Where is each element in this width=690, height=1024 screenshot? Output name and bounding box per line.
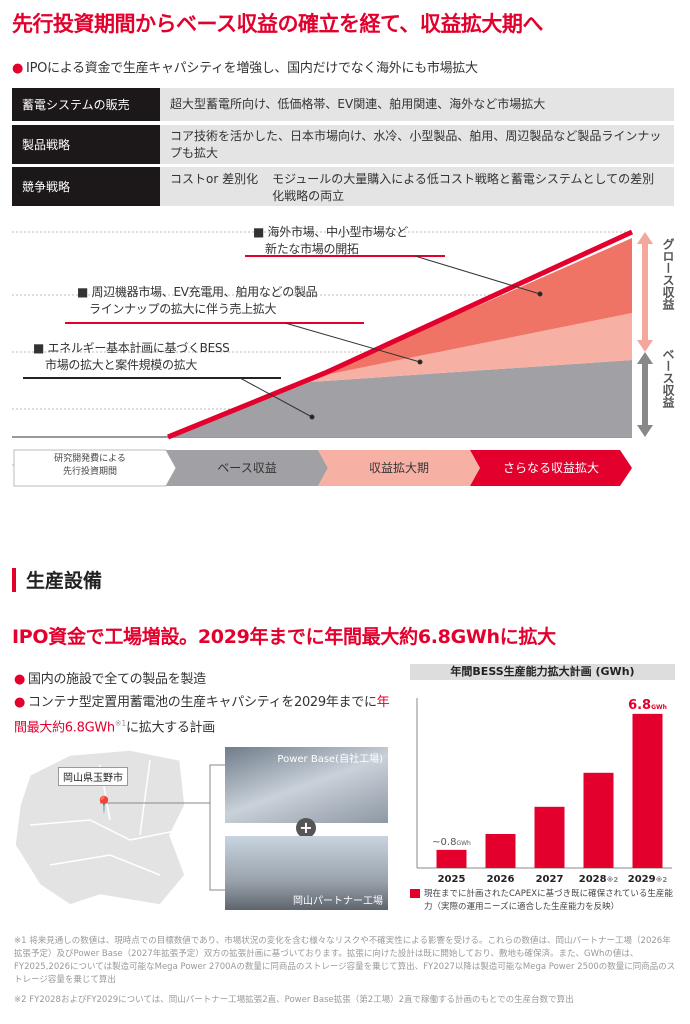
leader-lines [239,255,543,420]
section-header: 生産設備 [12,566,102,593]
photo-okayama-partner: 岡山パートナー工場 [225,836,388,910]
row-value: 超大型蓄電所向け、低価格帯、EV関連、舶用関連、海外など市場拡大 [170,97,546,111]
main-bullet-text: IPOによる資金で生産キャパシティを増強し、国内だけでなく海外にも市場拡大 [26,61,478,76]
phase-base-revenue: ベース収益 [217,461,277,475]
row-label: 蓄電システムの販売 [12,88,160,121]
connector-lines [209,764,225,891]
bar-chart: 2025 2026 2027 2028※2 2029※2 ~0.8GWh 6.8GWh [416,698,672,885]
bar-2025 [436,849,467,868]
footnote-ref: ※1 [114,719,127,728]
row-label: 製品戦略 [12,125,160,164]
bar-2028 [583,772,614,868]
line-top [167,229,634,440]
strategy-row-product: 製品戦略 コア技術を活かした、日本市場向け、水冷、小型製品、舶用、周辺製品など製… [12,125,674,164]
x-tick-label: 2029※2 [628,874,668,885]
map-pin-icon: 📍 [94,795,114,814]
growth-arrow [637,232,653,352]
section-subtitle: IPO資金で工場増設。2029年までに年間最大約6.8GWhに拡大 [12,626,556,648]
data-label: 6.8GWh [628,698,667,713]
bullet-capacity: ● コンテナ型定置用蓄電池の生産キャパシティを2029年までに年間最大約6.8GW… [14,695,390,736]
bar-2029 [632,713,663,868]
phase-bar [13,449,632,487]
area-light [168,313,632,437]
bar-2026 [485,834,516,868]
photo-power-base: Power Base(自社工場) [225,747,388,823]
base-arrow [637,352,653,437]
bullet-text: 国内の施設で全ての製品を製造 [28,672,206,687]
legend-text: 現在までに計画されたCAPEXに基づき既に確保されている生産能力（実際の運用ニー… [424,889,673,912]
row-label: 競争戦略 [12,167,160,206]
bar-chart-title: 年間BESS生産能力拡大計画 (GWh) [410,664,675,680]
x-tick-label: 2026 [487,874,515,885]
x-tick-label: 2025 [438,874,466,885]
bullet-domestic: ● 国内の施設で全ての製品を製造 [14,672,206,687]
x-tick-label: 2027 [536,874,564,885]
main-bullet: ● IPOによる資金で生産キャパシティを増強し、国内だけでなく海外にも市場拡大 [12,61,478,76]
photo-caption: Power Base(自社工場) [277,754,383,765]
legend-swatch [410,889,420,898]
location-label: 岡山県玉野市 [58,767,128,786]
row-value: コストor 差別化 モジュールの大量購入による低コスト戦略と蓄電システムとしての差… [160,167,674,206]
page-title: 先行投資期間からベース収益の確立を経て、収益拡大期へ [12,12,543,36]
data-label: ~0.8GWh [432,837,471,848]
section-accent-bar [12,567,16,592]
strategy-row-competition: 競争戦略 コストor 差別化 モジュールの大量購入による低コスト戦略と蓄電システム… [12,167,674,206]
phase-upfront-investment: 研究開発費による 先行投資期間 [54,454,126,477]
note-product-lineup: ■ 周辺機器市場、EV充電用、舶用などの製品 ラインナップの拡大に伴う売上拡大 [77,285,318,316]
note-new-markets: ■ 海外市場、中小型市場など 新たな市場の開拓 [253,225,408,256]
phase-further-expansion: さらなる収益拡大 [502,461,599,475]
bullet-text: に拡大する計画 [126,720,215,736]
japan-map [14,749,210,906]
base-revenue-label: ベース収益 [661,348,675,408]
growth-chart [12,229,653,487]
x-tick-label: 2028※2 [579,874,619,885]
bar-2027 [534,806,565,868]
plus-icon: + [296,818,316,838]
section-title: 生産設備 [26,570,103,592]
photo-caption: 岡山パートナー工場 [293,896,383,907]
footnote-1: ※1 将来見通しの数値は、現時点での目標数値であり、市場状況の変化を含む様々なリ… [14,936,676,985]
row-value-text: モジュールの大量購入による低コスト戦略と蓄電システムとしての差別化戦略の両立 [272,172,655,203]
bullet-highlight: 年間最大約6.8GWh [14,695,390,736]
phase-expansion: 収益拡大期 [368,461,429,475]
strategy-row-sales: 蓄電システムの販売 超大型蓄電所向け、低価格帯、EV関連、舶用関連、海外など市場… [12,88,674,121]
footnote-2: ※2 FY2028およびFY2029については、岡山パートナー工場拡張2直、Po… [14,995,574,1005]
bullet-text: コンテナ型定置用蓄電池の生産キャパシティを2029年までに [28,695,377,710]
row-value: コア技術を活かした、日本市場向け、水冷、小型製品、舶用、周辺製品など製品ラインナ… [170,128,662,160]
row-value-prefix: コストor 差別化 [170,172,259,186]
growth-revenue-label: グロース収益 [661,238,675,310]
bar-chart-legend: 現在までに計画されたCAPEXに基づき既に確保されている生産能力（実際の運用ニー… [410,888,675,914]
area-base [168,360,632,437]
note-bess-market: ■ エネルギー基本計画に基づくBESS 市場の拡大と案件規模の拡大 [33,341,230,372]
